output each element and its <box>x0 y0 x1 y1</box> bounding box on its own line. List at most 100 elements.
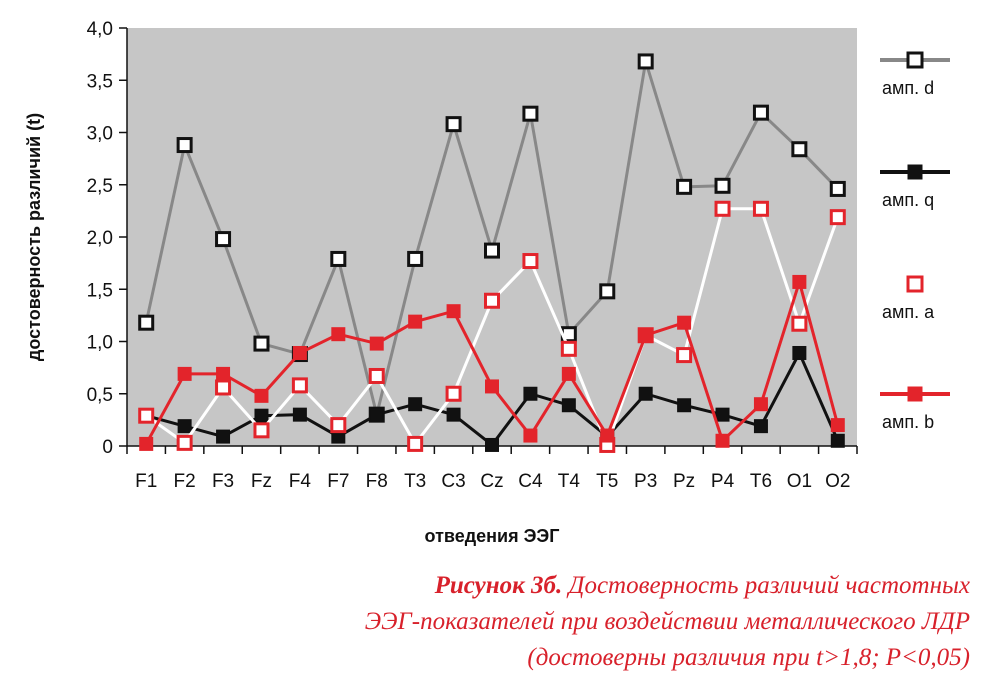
y-tick-label: 2,0 <box>87 228 113 249</box>
x-tick-label: O2 <box>825 471 850 492</box>
data-point <box>407 435 424 452</box>
legend-label: амп. d <box>882 78 934 98</box>
legend-label: амп. b <box>882 412 934 432</box>
data-point <box>792 274 807 289</box>
data-point <box>446 407 461 422</box>
data-point <box>139 436 154 451</box>
data-point <box>254 408 269 423</box>
figure-caption: Рисунок 3б. Достоверность различий часто… <box>210 568 970 676</box>
series-4 <box>139 274 845 451</box>
data-point <box>830 433 845 448</box>
data-point <box>176 434 193 451</box>
y-tick-label: 4,0 <box>87 19 113 40</box>
data-point <box>715 433 730 448</box>
x-tick-label: Pz <box>673 471 695 492</box>
legend-marker <box>906 275 924 293</box>
data-point <box>408 314 423 329</box>
data-point <box>177 419 192 434</box>
data-point <box>829 180 846 197</box>
data-point <box>676 178 693 195</box>
x-tick-label: F1 <box>135 471 157 492</box>
data-point <box>638 386 653 401</box>
data-point <box>637 53 654 70</box>
caption-figure-number: Рисунок 3б. <box>434 572 563 599</box>
data-point <box>829 209 846 226</box>
data-point <box>676 347 693 364</box>
data-point <box>330 250 347 267</box>
data-point <box>484 242 500 259</box>
y-tick-label: 0 <box>102 437 113 458</box>
y-tick-label: 3,0 <box>87 124 113 145</box>
data-point <box>485 379 499 394</box>
data-point <box>484 292 500 309</box>
data-point <box>523 386 538 401</box>
data-point <box>752 200 769 217</box>
data-point <box>791 315 808 332</box>
data-point <box>560 340 577 357</box>
data-point <box>291 377 308 394</box>
x-tick-label: T3 <box>404 471 426 492</box>
x-axis: F1 F2 F3 Fz F4 F7 F8 T3 C3 Cz C4 T4 T5 P3 Pz P4 T6 O1 O2 <box>126 445 858 492</box>
x-tick-label: P4 <box>711 471 735 492</box>
data-point <box>253 335 270 352</box>
data-point <box>445 385 462 402</box>
data-point <box>331 327 346 342</box>
x-axis-title: отведения ЭЭГ <box>425 526 560 546</box>
data-point <box>752 104 769 121</box>
caption-line-3: (достоверны различия при t>1,8; P<0,05) <box>527 644 970 671</box>
data-point <box>561 398 576 413</box>
x-tick-label: P3 <box>634 471 657 492</box>
data-point <box>369 336 384 351</box>
data-point <box>369 407 384 422</box>
x-tick-label: Fz <box>251 471 272 492</box>
y-axis: 0 0,5 1,0 1,5 2,0 2,5 3,0 3,5 4,0 <box>87 19 128 458</box>
data-point <box>753 419 768 434</box>
data-point <box>792 345 807 360</box>
data-point <box>753 397 768 412</box>
caption-line-2: ЭЭГ-показателей при воздействии металлич… <box>364 608 970 635</box>
x-tick-label: C3 <box>441 471 465 492</box>
data-point <box>677 398 692 413</box>
y-tick-label: 2,5 <box>87 176 113 197</box>
data-point <box>292 407 307 422</box>
x-tick-label: F2 <box>174 471 196 492</box>
data-point <box>176 137 193 154</box>
x-tick-label: F8 <box>366 471 388 492</box>
x-tick-label: F3 <box>212 471 234 492</box>
caption-line-1: Рисунок 3б. Достоверность различий часто… <box>210 568 970 604</box>
legend-label: амп. a <box>882 302 935 322</box>
x-tick-label: O1 <box>787 471 812 492</box>
data-point <box>715 407 730 422</box>
x-tick-label: T4 <box>558 471 581 492</box>
x-tick-label: T6 <box>750 471 772 492</box>
data-point <box>408 397 423 412</box>
legend-marker <box>907 164 923 180</box>
data-point <box>177 366 192 381</box>
data-point <box>292 345 307 360</box>
data-point <box>253 422 270 439</box>
y-axis-title: достоверность различий (t) <box>24 113 44 361</box>
data-point <box>215 231 232 248</box>
data-point <box>714 200 731 217</box>
data-point <box>638 328 653 343</box>
data-point <box>216 366 231 381</box>
data-point <box>254 388 269 403</box>
data-point <box>407 250 424 267</box>
x-tick-label: Cz <box>480 471 503 492</box>
legend: амп. d амп. q амп. a амп. b <box>880 51 950 432</box>
series-3 <box>138 200 846 453</box>
data-point <box>600 428 615 443</box>
y-tick-label: 3,5 <box>87 71 113 92</box>
data-point <box>215 379 232 396</box>
data-point <box>446 304 461 319</box>
y-tick-label: 1,0 <box>87 333 113 354</box>
data-point <box>791 141 808 158</box>
legend-label: амп. q <box>882 190 934 210</box>
data-point <box>445 116 462 133</box>
legend-item-4: амп. b <box>880 386 950 432</box>
series-layer <box>138 53 846 453</box>
data-point <box>330 417 347 434</box>
data-point <box>830 418 845 433</box>
data-point <box>138 407 155 424</box>
